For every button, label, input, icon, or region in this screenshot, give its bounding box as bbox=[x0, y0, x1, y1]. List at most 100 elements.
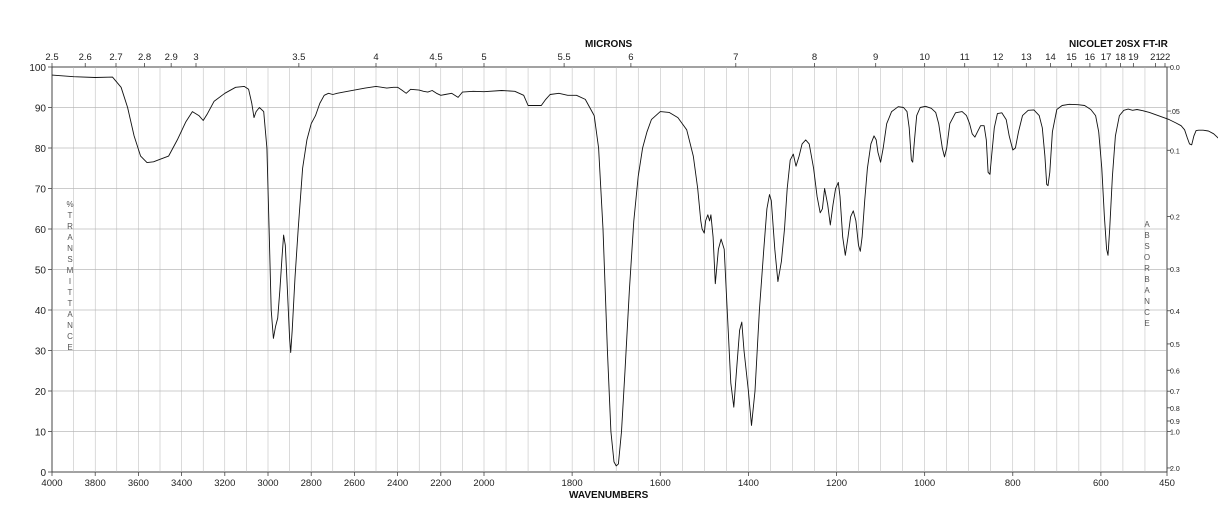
bottom-tick-label: 600 bbox=[1093, 478, 1109, 489]
right-tick-label: 0.5 bbox=[1170, 342, 1180, 349]
right-tick-label: 0.9 bbox=[1170, 419, 1180, 426]
top-tick-label: 14 bbox=[1045, 52, 1056, 63]
transmittance-letter: T bbox=[67, 288, 73, 297]
transmittance-letter: M bbox=[66, 266, 74, 275]
top-tick-label: 22 bbox=[1160, 52, 1171, 63]
transmittance-letter: R bbox=[67, 222, 73, 231]
transmittance-letter: T bbox=[67, 211, 73, 220]
transmittance-letter: S bbox=[67, 255, 73, 264]
top-tick-label: 11 bbox=[960, 52, 970, 63]
absorbance-letter: R bbox=[1144, 264, 1150, 273]
top-tick-label: 2.9 bbox=[165, 52, 178, 63]
top-tick-label: 16 bbox=[1085, 52, 1096, 63]
left-tick-label: 70 bbox=[35, 185, 47, 196]
wavenumbers-axis-title: WAVENUMBERS bbox=[569, 490, 649, 501]
absorbance-letter: B bbox=[1144, 275, 1150, 284]
right-tick-label: 0.3 bbox=[1170, 267, 1180, 274]
left-tick-label: 100 bbox=[29, 63, 46, 74]
bottom-tick-label: 1200 bbox=[826, 478, 847, 489]
left-tick-label: 0 bbox=[40, 468, 46, 479]
top-tick-label: 9 bbox=[873, 52, 878, 63]
top-tick-label: 4 bbox=[373, 52, 378, 63]
left-tick-label: 90 bbox=[35, 104, 47, 115]
top-tick-label: 13 bbox=[1021, 52, 1032, 63]
bottom-tick-label: 1600 bbox=[650, 478, 671, 489]
top-tick-label: 5 bbox=[481, 52, 486, 63]
transmittance-letter: E bbox=[67, 343, 73, 352]
bottom-tick-label: 2600 bbox=[344, 478, 365, 489]
bottom-tick-label: 800 bbox=[1005, 478, 1021, 489]
bottom-tick-label: 1000 bbox=[914, 478, 935, 489]
absorbance-letter: C bbox=[1144, 308, 1150, 317]
spectrum-line bbox=[51, 74, 1218, 467]
bottom-tick-label: 450 bbox=[1159, 478, 1175, 489]
top-tick-label: 3.5 bbox=[292, 52, 305, 63]
top-tick-label: 2.8 bbox=[138, 52, 151, 63]
top-tick-label: 8 bbox=[812, 52, 817, 63]
left-tick-label: 80 bbox=[35, 144, 47, 155]
bottom-tick-label: 2400 bbox=[387, 478, 408, 489]
left-tick-label: 30 bbox=[35, 347, 47, 358]
right-tick-label: 2.0 bbox=[1170, 466, 1180, 473]
bottom-tick-label: 1800 bbox=[562, 478, 583, 489]
top-tick-label: 21 bbox=[1150, 52, 1161, 63]
top-tick-label: 15 bbox=[1066, 52, 1077, 63]
top-tick-label: 4.5 bbox=[429, 52, 442, 63]
right-tick-label: 0.7 bbox=[1170, 389, 1180, 396]
transmittance-letter: A bbox=[67, 310, 73, 319]
top-tick-label: 5.5 bbox=[558, 52, 571, 63]
bottom-tick-label: 2200 bbox=[430, 478, 451, 489]
right-tick-label: .05 bbox=[1170, 109, 1180, 116]
left-tick-label: 60 bbox=[35, 225, 47, 236]
right-tick-label: 0.1 bbox=[1170, 148, 1180, 155]
absorbance-letter: E bbox=[1144, 319, 1150, 328]
left-tick-label: 50 bbox=[35, 266, 47, 277]
bottom-tick-label: 3200 bbox=[214, 478, 235, 489]
left-tick-label: 10 bbox=[35, 428, 47, 439]
bottom-tick-label: 2000 bbox=[473, 478, 494, 489]
transmittance-letter: I bbox=[68, 277, 72, 286]
left-tick-label: 40 bbox=[35, 306, 47, 317]
top-tick-label: 3 bbox=[193, 52, 198, 63]
transmittance-letter: N bbox=[67, 244, 73, 253]
top-tick-label: 6 bbox=[628, 52, 633, 63]
instrument-label: NICOLET 20SX FT-IR bbox=[1069, 39, 1168, 50]
top-tick-label: 10 bbox=[919, 52, 930, 63]
right-tick-label: 0.0 bbox=[1170, 65, 1180, 72]
right-tick-label: 0.6 bbox=[1170, 368, 1180, 375]
right-tick-label: 0.8 bbox=[1170, 406, 1180, 413]
bottom-tick-label: 3600 bbox=[128, 478, 149, 489]
transmittance-letter: T bbox=[67, 299, 73, 308]
top-tick-label: 18 bbox=[1115, 52, 1126, 63]
absorbance-letter: N bbox=[1144, 297, 1150, 306]
right-tick-label: 0.2 bbox=[1170, 214, 1180, 221]
top-tick-label: 17 bbox=[1101, 52, 1112, 63]
top-tick-label: 2.5 bbox=[45, 52, 58, 63]
right-tick-label: 1.0 bbox=[1170, 430, 1180, 437]
absorbance-letter: S bbox=[1144, 242, 1150, 251]
transmittance-letter: % bbox=[66, 200, 74, 209]
absorbance-letter: B bbox=[1144, 231, 1150, 240]
absorbance-letter: A bbox=[1144, 220, 1150, 229]
transmittance-letter: C bbox=[67, 332, 73, 341]
absorbance-letter: O bbox=[1143, 253, 1151, 262]
bottom-tick-label: 4000 bbox=[41, 478, 62, 489]
bottom-tick-label: 3400 bbox=[171, 478, 192, 489]
bottom-tick-label: 2800 bbox=[301, 478, 322, 489]
left-tick-label: 20 bbox=[35, 387, 47, 398]
top-tick-label: 2.7 bbox=[109, 52, 122, 63]
top-tick-label: 7 bbox=[733, 52, 738, 63]
transmittance-axis-label: % T R A N S M I T T A N C E bbox=[65, 199, 75, 353]
bottom-tick-label: 1400 bbox=[738, 478, 759, 489]
top-tick-label: 2.6 bbox=[79, 52, 92, 63]
microns-axis-title: MICRONS bbox=[585, 39, 633, 50]
bottom-tick-label: 3800 bbox=[85, 478, 106, 489]
transmittance-letter: A bbox=[67, 233, 73, 242]
absorbance-letter: A bbox=[1144, 286, 1150, 295]
top-tick-label: 19 bbox=[1128, 52, 1139, 63]
top-tick-label: 12 bbox=[993, 52, 1004, 63]
bottom-tick-label: 3000 bbox=[257, 478, 278, 489]
right-tick-label: 0.4 bbox=[1170, 309, 1180, 316]
